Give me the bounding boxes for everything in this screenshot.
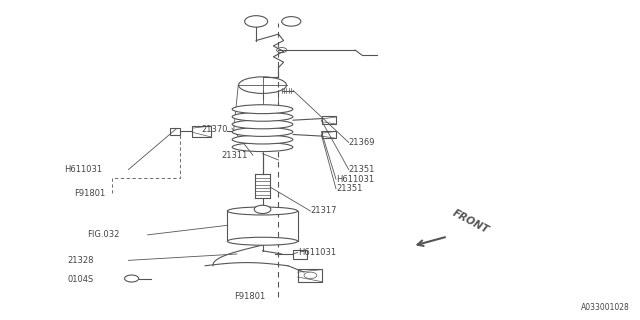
Text: H611031: H611031 bbox=[298, 248, 336, 257]
Ellipse shape bbox=[232, 105, 293, 114]
Ellipse shape bbox=[232, 143, 293, 152]
FancyBboxPatch shape bbox=[293, 250, 307, 259]
Text: FIG.032: FIG.032 bbox=[87, 230, 119, 239]
Text: 21311: 21311 bbox=[221, 151, 248, 160]
FancyBboxPatch shape bbox=[322, 116, 336, 124]
Ellipse shape bbox=[232, 112, 293, 121]
Ellipse shape bbox=[232, 120, 293, 129]
Text: H611031: H611031 bbox=[65, 165, 102, 174]
Ellipse shape bbox=[227, 207, 298, 215]
Text: 21351: 21351 bbox=[336, 184, 362, 193]
Ellipse shape bbox=[232, 127, 293, 136]
Text: F91801: F91801 bbox=[74, 189, 106, 198]
Text: 21369: 21369 bbox=[349, 138, 375, 147]
Text: F91801: F91801 bbox=[234, 292, 265, 300]
Circle shape bbox=[254, 205, 271, 213]
Ellipse shape bbox=[227, 237, 298, 245]
FancyBboxPatch shape bbox=[322, 131, 336, 138]
Text: H611031: H611031 bbox=[336, 175, 374, 184]
Text: 21317: 21317 bbox=[310, 206, 337, 215]
Text: FRONT: FRONT bbox=[451, 208, 491, 236]
Text: 0104S: 0104S bbox=[68, 275, 94, 284]
FancyBboxPatch shape bbox=[192, 126, 211, 137]
Text: 21370: 21370 bbox=[202, 125, 228, 134]
Text: 21328: 21328 bbox=[68, 256, 94, 265]
FancyBboxPatch shape bbox=[170, 127, 179, 135]
Ellipse shape bbox=[232, 135, 293, 144]
Text: A033001028: A033001028 bbox=[581, 303, 630, 312]
Text: 21351: 21351 bbox=[349, 165, 375, 174]
FancyBboxPatch shape bbox=[298, 269, 322, 282]
